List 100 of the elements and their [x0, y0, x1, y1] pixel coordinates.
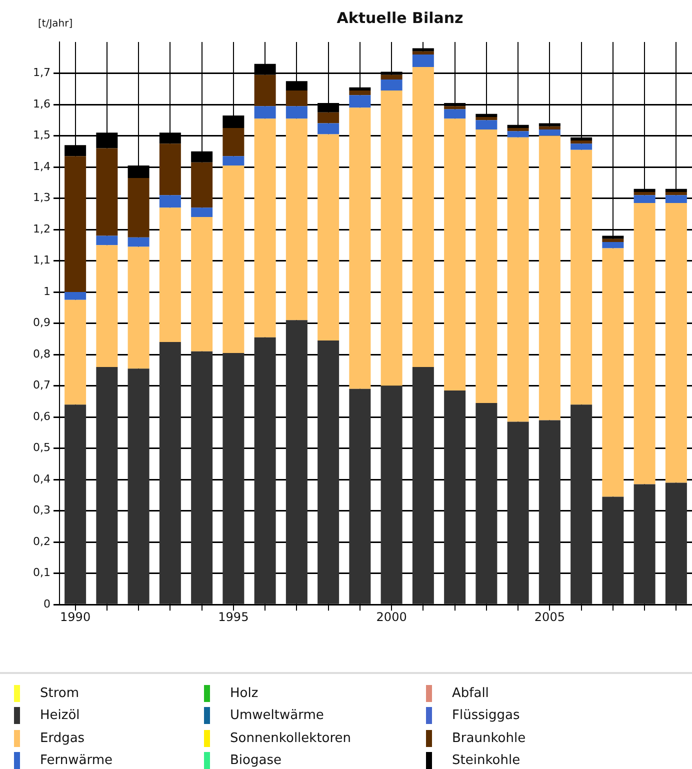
y-tick-label: 1,5 — [32, 128, 50, 142]
legend-label: Braunkohle — [452, 730, 526, 746]
bar — [570, 140, 592, 144]
bar — [634, 484, 656, 604]
bar — [318, 340, 340, 604]
bar — [191, 217, 213, 352]
x-tick-label: 1995 — [218, 610, 249, 624]
bar — [476, 130, 498, 403]
y-axis-title: [t/Jahr] — [38, 18, 73, 30]
bar — [349, 95, 371, 108]
bar — [64, 404, 86, 604]
bar — [634, 192, 656, 196]
legend-label: Erdgas — [40, 730, 85, 746]
bar — [222, 352, 244, 604]
y-tick-label: 1,1 — [32, 254, 50, 267]
legend-label: Strom — [40, 686, 80, 701]
bar — [159, 208, 181, 342]
chart-title: Aktuelle Bilanz — [336, 8, 464, 27]
y-tick-label: 1 — [43, 284, 50, 298]
x-tick-label: 2000 — [376, 610, 407, 624]
bar — [222, 128, 244, 156]
bar — [159, 342, 181, 604]
bar — [412, 367, 434, 604]
bar — [286, 320, 308, 604]
bar — [286, 118, 308, 320]
bar — [96, 148, 118, 236]
bar — [412, 51, 434, 54]
bar — [349, 108, 371, 389]
y-tick-label: 0,2 — [32, 534, 50, 548]
bar — [96, 236, 118, 246]
bar — [380, 386, 402, 604]
bar — [318, 123, 340, 134]
legend-label: Steinkohle — [452, 753, 520, 768]
legend-label: Holz — [230, 686, 258, 701]
bar — [191, 208, 213, 218]
legend-label: Flüssiggas — [452, 708, 520, 724]
bar — [222, 165, 244, 353]
y-tick-label: 0,4 — [32, 472, 50, 486]
bar — [349, 90, 371, 96]
y-tick-label: 1,4 — [32, 160, 50, 173]
bar — [602, 238, 624, 242]
bar — [318, 134, 340, 340]
bar — [476, 117, 498, 120]
bar — [380, 80, 402, 90]
legend-label: Abfall — [452, 686, 489, 701]
bar — [286, 106, 308, 119]
y-tick-label: 0,9 — [32, 316, 50, 330]
y-tick-label: 1,6 — [32, 97, 50, 110]
bar — [380, 74, 402, 80]
bar — [570, 404, 592, 604]
y-tick-label: 1,7 — [32, 66, 50, 80]
legend-label: Umweltwärme — [230, 708, 324, 724]
bar — [64, 292, 86, 300]
bar — [602, 496, 624, 604]
bar — [444, 109, 466, 119]
x-tick-label: 2005 — [534, 610, 565, 624]
bar — [570, 150, 592, 405]
bar — [476, 120, 498, 130]
y-tick-label: 0,1 — [32, 566, 50, 580]
bar — [380, 90, 402, 386]
bar — [128, 178, 150, 238]
bar — [538, 130, 560, 136]
bar — [507, 137, 529, 422]
bar — [665, 192, 687, 196]
bar — [349, 388, 371, 604]
bar — [602, 242, 624, 248]
y-tick-label: 0,7 — [32, 378, 50, 392]
y-tick-label: 0,8 — [32, 347, 50, 360]
legend-label: Fernwärme — [40, 753, 112, 768]
bar — [634, 195, 656, 203]
bar — [602, 248, 624, 497]
bar — [538, 126, 560, 130]
y-tick-label: 1,2 — [32, 222, 50, 236]
bar — [665, 202, 687, 483]
bar — [286, 90, 308, 106]
y-tick-label: 0,3 — [32, 504, 50, 517]
bar — [128, 246, 150, 369]
bar — [222, 156, 244, 166]
bar — [507, 131, 529, 138]
bar — [507, 128, 529, 132]
bar — [254, 337, 276, 604]
bar — [96, 245, 118, 368]
bar — [538, 420, 560, 604]
bar — [412, 54, 434, 68]
y-tick-label: 0 — [43, 597, 50, 610]
x-tick-label: 1990 — [60, 610, 91, 624]
bar — [412, 67, 434, 368]
bar — [191, 351, 213, 604]
bar — [318, 112, 340, 124]
bar — [159, 144, 181, 196]
bar — [444, 390, 466, 604]
bar — [538, 136, 560, 420]
bar — [570, 144, 592, 150]
bar — [128, 237, 150, 247]
y-tick-label: 0,6 — [32, 410, 50, 423]
legend-label: Sonnenkollektoren — [230, 730, 352, 746]
bar — [64, 300, 86, 405]
bar — [665, 482, 687, 604]
bar — [665, 195, 687, 203]
bar — [254, 118, 276, 338]
